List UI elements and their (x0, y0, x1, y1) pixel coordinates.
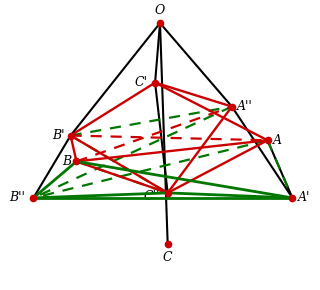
Text: A': A' (298, 191, 311, 204)
Text: C'': C'' (144, 190, 160, 203)
Text: O: O (155, 4, 165, 17)
Text: B: B (62, 155, 71, 168)
Text: C': C' (135, 76, 148, 89)
Text: A: A (273, 134, 282, 147)
Text: C: C (163, 251, 172, 264)
Text: B': B' (52, 129, 65, 142)
Text: A'': A'' (237, 100, 252, 113)
Text: B'': B'' (9, 191, 25, 204)
